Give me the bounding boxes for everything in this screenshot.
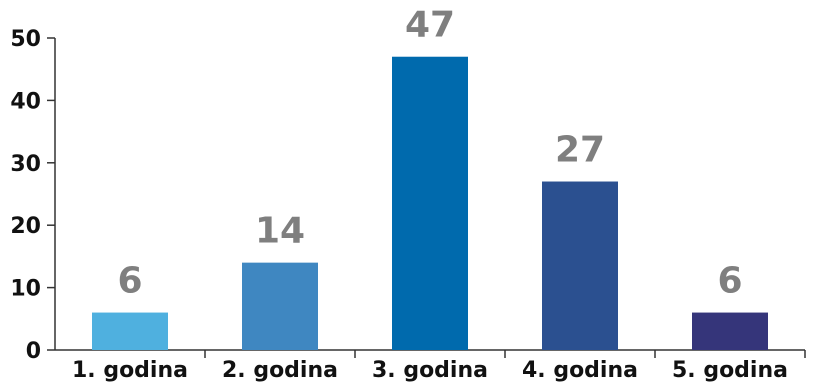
y-tick-label: 30 — [10, 152, 41, 177]
data-label: 47 — [405, 5, 455, 46]
bar — [242, 262, 318, 350]
y-tick-label: 0 — [26, 339, 41, 364]
bars — [92, 56, 768, 350]
bar — [92, 312, 168, 350]
data-label: 27 — [555, 130, 605, 171]
data-label: 14 — [255, 211, 305, 252]
x-tick-label: 5. godina — [672, 358, 788, 382]
y-tick-label: 40 — [10, 89, 41, 114]
bar — [392, 56, 468, 350]
x-axis: 1. godina 2. godina 3. godina 4. godina 5. g… — [55, 349, 806, 382]
bar — [542, 181, 618, 350]
y-tick-label: 50 — [10, 27, 41, 52]
data-label: 6 — [717, 261, 742, 302]
y-axis: 0 10 20 30 40 50 — [10, 27, 56, 364]
x-tick-label: 1. godina — [72, 358, 188, 382]
x-tick-label: 4. godina — [522, 358, 638, 382]
x-tick-label: 3. godina — [372, 358, 488, 382]
data-labels: 6 14 47 27 6 — [117, 5, 742, 302]
y-tick-label: 10 — [10, 277, 41, 302]
data-label: 6 — [117, 261, 142, 302]
y-tick-label: 20 — [10, 214, 41, 239]
bar — [692, 312, 768, 350]
x-tick-label: 2. godina — [222, 358, 338, 382]
